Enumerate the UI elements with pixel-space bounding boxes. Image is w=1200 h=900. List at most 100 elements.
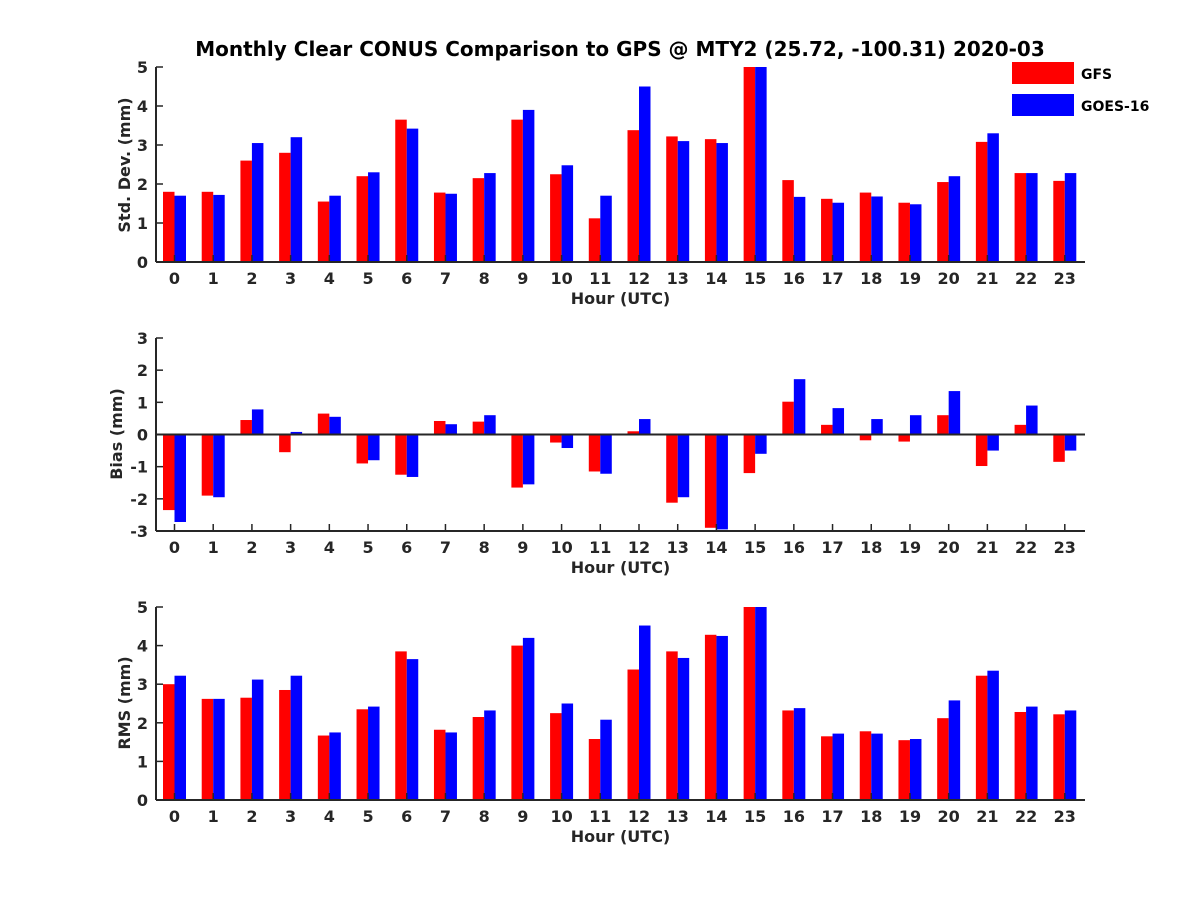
bar-gfs-hour-20 — [937, 182, 949, 262]
y-tick-label: 2 — [137, 361, 148, 380]
bar-gfs-hour-9 — [511, 434, 523, 488]
x-tick-label: 11 — [589, 807, 611, 826]
bar-gfs-hour-0 — [163, 191, 175, 262]
bar-goes16-hour-5 — [368, 706, 380, 800]
x-tick-label: 19 — [899, 269, 921, 288]
bar-goes16-hour-22 — [1026, 173, 1038, 262]
bar-goes16-hour-11 — [600, 434, 612, 474]
bar-gfs-hour-15 — [743, 67, 756, 262]
y-tick-label: -2 — [130, 490, 148, 509]
bar-gfs-hour-17 — [821, 198, 833, 262]
x-tick-label: 7 — [440, 538, 451, 557]
bar-goes16-hour-2 — [251, 143, 264, 262]
bar-gfs-hour-1 — [201, 698, 214, 800]
y-tick-label: 3 — [137, 675, 148, 694]
bar-goes16-hour-17 — [832, 408, 845, 435]
bar-goes16-hour-15 — [755, 607, 767, 800]
x-tick-label: 9 — [517, 269, 528, 288]
x-tick-label: 22 — [1015, 538, 1037, 557]
x-tick-label: 6 — [401, 269, 412, 288]
bar-goes16-hour-21 — [987, 434, 999, 451]
bar-gfs-hour-14 — [704, 634, 717, 800]
y-tick-label: 3 — [137, 136, 148, 155]
y-tick-label: 4 — [137, 97, 148, 116]
bar-gfs-hour-5 — [356, 709, 369, 800]
x-tick-label: 17 — [821, 807, 843, 826]
bar-gfs-hour-1 — [201, 191, 214, 262]
x-axis-label: Hour (UTC) — [571, 558, 671, 577]
bar-goes16-hour-18 — [871, 196, 883, 262]
x-tick-label: 20 — [938, 269, 960, 288]
x-tick-label: 19 — [899, 807, 921, 826]
bar-goes16-hour-23 — [1064, 710, 1077, 800]
x-tick-label: 5 — [362, 807, 373, 826]
x-tick-label: 15 — [744, 538, 766, 557]
bar-gfs-hour-21 — [975, 434, 988, 467]
bar-goes16-hour-16 — [793, 708, 806, 800]
y-tick-label: 4 — [137, 637, 148, 656]
bar-goes16-hour-1 — [213, 434, 225, 498]
x-tick-label: 15 — [744, 269, 766, 288]
x-tick-label: 10 — [550, 538, 572, 557]
bar-goes16-hour-16 — [793, 196, 806, 262]
x-tick-label: 15 — [744, 807, 766, 826]
bar-goes16-hour-0 — [174, 675, 186, 800]
bar-gfs-hour-22 — [1014, 424, 1027, 435]
bar-gfs-hour-2 — [240, 697, 252, 800]
x-tick-label: 18 — [860, 269, 882, 288]
bar-goes16-hour-6 — [406, 659, 419, 800]
y-tick-label: 3 — [137, 329, 148, 348]
bar-gfs-hour-2 — [240, 420, 252, 435]
y-axis-label: Std. Dev. (mm) — [115, 97, 134, 232]
bar-gfs-hour-19 — [898, 202, 910, 262]
bar-goes16-hour-13 — [677, 434, 690, 498]
bar-goes16-hour-19 — [909, 204, 922, 262]
bar-goes16-hour-7 — [445, 732, 457, 800]
y-tick-label: 0 — [137, 791, 148, 810]
bar-gfs-hour-11 — [588, 218, 601, 262]
bar-gfs-hour-7 — [433, 729, 446, 800]
bar-goes16-hour-16 — [793, 379, 806, 435]
x-tick-label: 6 — [401, 538, 412, 557]
bar-gfs-hour-17 — [821, 424, 833, 435]
x-tick-label: 14 — [705, 538, 727, 557]
bar-goes16-hour-21 — [987, 670, 999, 800]
bar-goes16-hour-20 — [948, 700, 961, 800]
bar-gfs-hour-11 — [588, 434, 601, 472]
bar-gfs-hour-22 — [1014, 173, 1027, 262]
bar-goes16-hour-18 — [871, 419, 883, 435]
bar-goes16-hour-9 — [522, 637, 535, 800]
bar-goes16-hour-23 — [1064, 434, 1077, 451]
bar-goes16-hour-10 — [561, 703, 574, 800]
bar-gfs-hour-5 — [356, 434, 369, 464]
x-tick-label: 23 — [1054, 538, 1076, 557]
x-tick-label: 13 — [667, 538, 689, 557]
bar-gfs-hour-9 — [511, 645, 523, 800]
bar-goes16-hour-23 — [1064, 173, 1077, 262]
legend-label-goes16: GOES-16 — [1081, 99, 1149, 115]
bar-goes16-hour-9 — [522, 109, 535, 263]
bar-gfs-hour-18 — [859, 192, 872, 262]
x-axis-label: Hour (UTC) — [571, 827, 671, 846]
x-tick-label: 2 — [246, 807, 257, 826]
bar-gfs-hour-6 — [395, 434, 407, 475]
bar-goes16-hour-20 — [948, 176, 961, 262]
x-tick-label: 16 — [783, 807, 805, 826]
x-tick-label: 3 — [285, 538, 296, 557]
x-tick-label: 10 — [550, 807, 572, 826]
bar-goes16-hour-7 — [445, 193, 457, 262]
bar-goes16-hour-3 — [290, 431, 303, 435]
bar-gfs-hour-3 — [279, 152, 291, 262]
x-tick-label: 8 — [479, 269, 490, 288]
x-tick-label: 7 — [440, 807, 451, 826]
bar-goes16-hour-3 — [290, 675, 303, 800]
bar-goes16-hour-22 — [1026, 405, 1038, 435]
bar-goes16-hour-5 — [368, 434, 380, 461]
bar-gfs-hour-19 — [898, 434, 910, 442]
legend: GFS GOES-16 — [1012, 62, 1149, 116]
x-tick-label: 12 — [628, 807, 650, 826]
y-tick-label: 1 — [137, 393, 148, 412]
x-tick-label: 9 — [517, 538, 528, 557]
